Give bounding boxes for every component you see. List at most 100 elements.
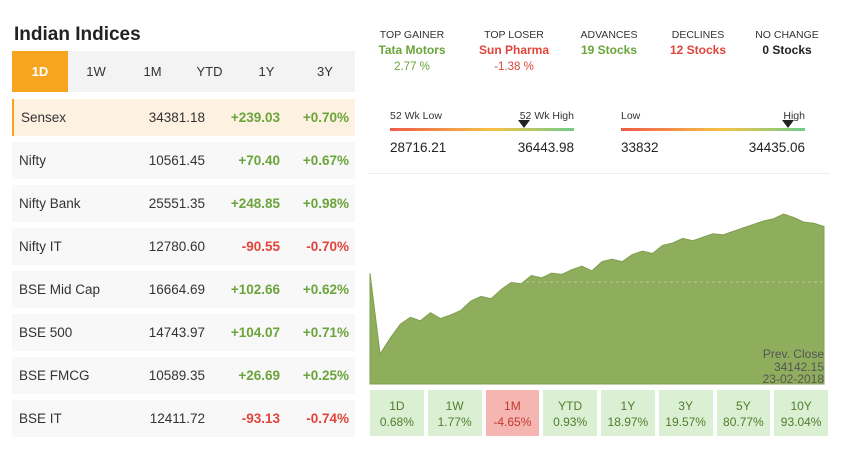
index-name: Nifty IT — [19, 239, 62, 254]
top-loser[interactable]: TOP LOSER Sun Pharma -1.38 % — [470, 29, 558, 73]
tab-1w[interactable]: 1W — [86, 64, 106, 79]
index-change: -90.55 — [241, 239, 280, 254]
top-gainer-value: 2.77 % — [394, 61, 430, 73]
top-loser-label: TOP LOSER — [484, 29, 544, 41]
week52-marker-icon — [518, 120, 531, 128]
index-value: 25551.35 — [148, 196, 205, 211]
performance-period: 10Y — [790, 399, 812, 413]
performance-cell-1y[interactable]: 1Y 18.97% — [601, 390, 655, 436]
index-change: +102.66 — [230, 282, 280, 297]
performance-cell-ytd[interactable]: YTD 0.93% — [543, 390, 597, 436]
top-gainer[interactable]: TOP GAINER Tata Motors 2.77 % — [368, 29, 456, 73]
tab-ytd[interactable]: YTD — [196, 64, 223, 79]
performance-cell-3y[interactable]: 3Y 19.57% — [658, 390, 713, 436]
performance-cell-10y[interactable]: 10Y 93.04% — [774, 390, 828, 436]
index-name: Nifty Bank — [19, 196, 81, 211]
index-change-percent: +0.70% — [302, 110, 349, 125]
index-row[interactable]: Nifty 10561.45 +70.40 +0.67% — [12, 142, 355, 179]
performance-period: 1W — [445, 399, 464, 413]
performance-period: 1M — [504, 399, 521, 413]
prev-close: Prev. Close 34142.15 23-02-2018 — [763, 348, 824, 386]
index-value: 14743.97 — [148, 325, 205, 340]
index-change: +248.85 — [230, 196, 280, 211]
week52-high-value: 36443.98 — [517, 140, 574, 155]
index-name: Sensex — [21, 110, 67, 125]
performance-period: 5Y — [736, 399, 751, 413]
declines-value: 12 Stocks — [669, 43, 727, 57]
index-name: BSE 500 — [19, 325, 73, 340]
intraday-chart[interactable]: Prev. Close 34142.15 23-02-2018 — [368, 173, 830, 388]
performance-cell-1d[interactable]: 1D 0.68% — [370, 390, 424, 436]
performance-value: 1.77% — [437, 415, 472, 429]
tab-1y[interactable]: 1Y — [258, 64, 275, 79]
index-change: -93.13 — [241, 411, 280, 426]
index-row[interactable]: BSE IT 12411.72 -93.13 -0.74% — [12, 400, 355, 437]
top-gainer-label: TOP GAINER — [379, 29, 445, 41]
prev-close-label: Prev. Close — [762, 347, 824, 361]
tab-3y[interactable]: 3Y — [317, 64, 333, 79]
advances[interactable]: ADVANCES 19 Stocks — [566, 29, 652, 57]
performance-cell-1m[interactable]: 1M -4.65% — [485, 390, 540, 436]
performance-value: 19.57% — [665, 415, 706, 429]
top-gainer-name: Tata Motors — [378, 43, 446, 57]
index-change: +70.40 — [238, 153, 280, 168]
declines-label: DECLINES — [671, 29, 725, 41]
index-change-percent: -0.70% — [306, 239, 349, 254]
no-change[interactable]: NO CHANGE 0 Stocks — [744, 29, 830, 57]
day-range-bar — [621, 128, 805, 131]
tab-1d[interactable]: 1D — [12, 51, 68, 92]
intraday-chart-svg — [369, 213, 825, 385]
index-value: 10561.45 — [148, 153, 205, 168]
index-change: +26.69 — [238, 368, 280, 383]
index-row[interactable]: BSE Mid Cap 16664.69 +102.66 +0.62% — [12, 271, 355, 308]
indices-list: Sensex 34381.18 +239.03 +0.70% Nifty 10561.45… — [12, 99, 355, 443]
top-loser-name: Sun Pharma — [478, 43, 550, 57]
index-name: BSE Mid Cap — [19, 282, 101, 297]
index-value: 16664.69 — [148, 282, 205, 297]
index-change-percent: +0.71% — [302, 325, 349, 340]
day-high-label: High — [783, 110, 805, 122]
index-change-percent: +0.62% — [302, 282, 349, 297]
prev-close-value: 34142.15 — [773, 359, 824, 374]
performance-value: 0.68% — [379, 415, 414, 429]
index-change: +104.07 — [230, 325, 280, 340]
week52-range-bar — [390, 128, 574, 131]
index-change-percent: -0.74% — [306, 411, 349, 426]
advances-label: ADVANCES — [580, 29, 638, 41]
week52-low-label: 52 Wk Low — [390, 110, 442, 122]
index-row[interactable]: BSE 500 14743.97 +104.07 +0.71% — [12, 314, 355, 351]
price-area-series — [369, 213, 825, 385]
week52-low-value: 28716.21 — [390, 140, 447, 155]
index-name: BSE IT — [19, 411, 62, 426]
index-name: BSE FMCG — [19, 368, 90, 383]
index-change-percent: +0.67% — [302, 153, 349, 168]
index-change: +239.03 — [230, 110, 280, 125]
week52-range: 52 Wk Low 52 Wk High 28716.21 36443.98 — [368, 98, 590, 168]
performance-value: 93.04% — [780, 415, 822, 429]
performance-period: YTD — [558, 399, 583, 413]
period-tabs: 1D 1W 1M YTD 1Y 3Y — [12, 51, 355, 92]
index-value: 12780.60 — [148, 239, 205, 254]
index-row[interactable]: Nifty IT 12780.60 -90.55 -0.70% — [12, 228, 355, 265]
advances-value: 19 Stocks — [580, 43, 638, 57]
index-row[interactable]: BSE FMCG 10589.35 +26.69 +0.25% — [12, 357, 355, 394]
index-change-percent: +0.25% — [302, 368, 349, 383]
no-change-label: NO CHANGE — [755, 29, 819, 41]
day-marker-icon — [782, 120, 795, 128]
performance-value: 80.77% — [723, 415, 764, 429]
index-row[interactable]: Nifty Bank 25551.35 +248.85 +0.98% — [12, 185, 355, 222]
performance-cell-5y[interactable]: 5Y 80.77% — [716, 390, 771, 436]
performance-cell-1w[interactable]: 1W 1.77% — [427, 390, 482, 436]
week52-high-label: 52 Wk High — [519, 110, 574, 122]
day-high-value: 34435.06 — [748, 140, 805, 155]
tab-1m[interactable]: 1M — [143, 64, 162, 79]
index-row[interactable]: Sensex 34381.18 +239.03 +0.70% — [12, 99, 355, 136]
index-name: Nifty — [19, 153, 46, 168]
performance-period: 1D — [389, 399, 405, 413]
no-change-value: 0 Stocks — [762, 43, 812, 57]
performance-period: 1Y — [620, 399, 636, 413]
day-low-label: Low — [621, 110, 641, 122]
declines[interactable]: DECLINES 12 Stocks — [655, 29, 741, 57]
index-value: 12411.72 — [149, 411, 205, 426]
index-value: 10589.35 — [148, 368, 205, 383]
